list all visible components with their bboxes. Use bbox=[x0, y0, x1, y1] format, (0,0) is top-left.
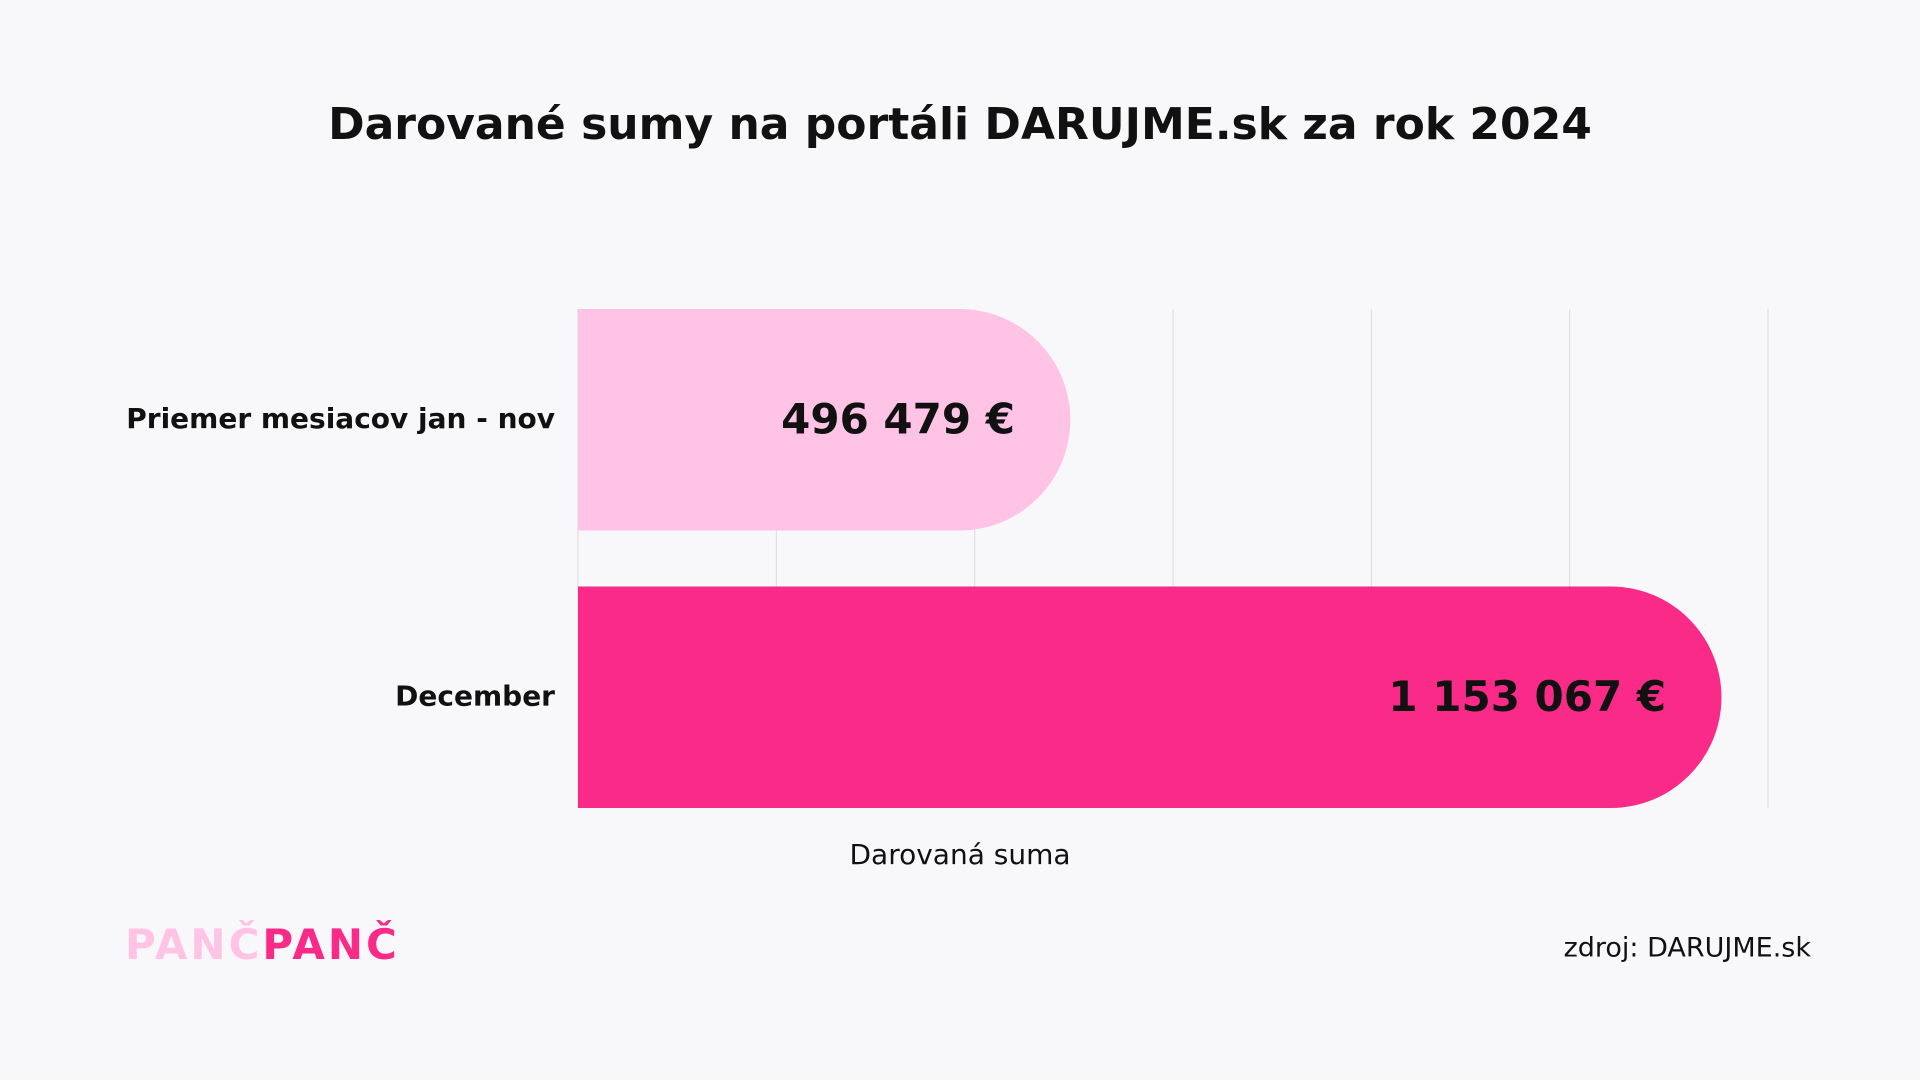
logo: PANČPANČ bbox=[125, 919, 400, 969]
bar bbox=[578, 309, 1071, 531]
value-label: 1 153 067 € bbox=[1388, 672, 1666, 721]
logo-part: PANČ bbox=[125, 919, 262, 969]
y-tick-label: Priemer mesiacov jan - nov bbox=[126, 402, 555, 435]
chart-title: Darované sumy na portáli DARUJME.sk za r… bbox=[328, 99, 1592, 150]
value-label: 496 479 € bbox=[781, 394, 1015, 443]
source: zdroj: DARUJME.sk bbox=[1564, 933, 1812, 964]
bar bbox=[578, 586, 1722, 808]
logo-part: PANČ bbox=[262, 919, 399, 969]
x-axis-label: Darovaná suma bbox=[849, 838, 1070, 871]
y-tick-label: December bbox=[395, 679, 555, 712]
